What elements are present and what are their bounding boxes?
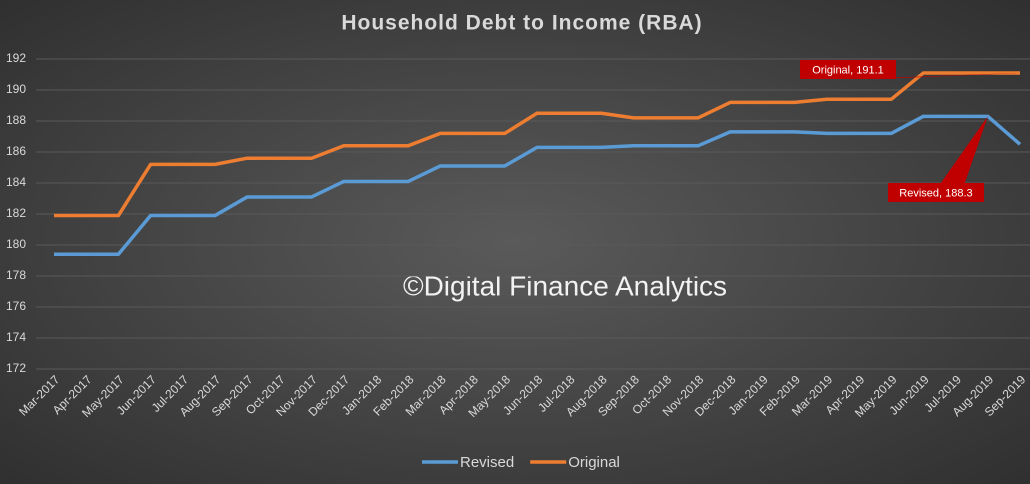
chart-title: Household Debt to Income (RBA) bbox=[341, 12, 702, 35]
y-tick-label: 178 bbox=[6, 268, 26, 282]
y-tick-label: 190 bbox=[6, 82, 26, 96]
y-tick-label: 188 bbox=[6, 113, 26, 127]
annotation-label: Revised, 188.3 bbox=[899, 187, 972, 199]
legend-label: Revised bbox=[460, 454, 514, 471]
y-tick-label: 180 bbox=[6, 237, 26, 251]
y-tick-label: 176 bbox=[6, 299, 26, 313]
annotation-box bbox=[800, 60, 896, 79]
watermark: ©Digital Finance Analytics bbox=[403, 270, 727, 301]
annotation-box bbox=[888, 183, 984, 202]
annotation-label: Original, 191.1 bbox=[812, 64, 884, 76]
y-tick-label: 186 bbox=[6, 144, 26, 158]
series-line bbox=[54, 114, 1022, 257]
legend-label: Original bbox=[568, 454, 620, 471]
series-line bbox=[54, 71, 1020, 218]
y-tick-label: 172 bbox=[6, 361, 26, 375]
y-tick-label: 184 bbox=[6, 175, 26, 189]
y-tick-label: 192 bbox=[6, 51, 26, 65]
y-tick-label: 182 bbox=[6, 206, 26, 220]
y-tick-label: 174 bbox=[6, 330, 26, 344]
annotation-pointer bbox=[940, 116, 988, 183]
